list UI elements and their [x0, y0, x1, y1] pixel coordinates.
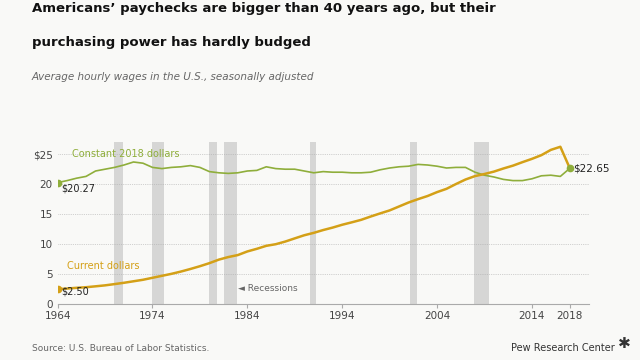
Text: Pew Research Center: Pew Research Center — [511, 343, 614, 353]
Text: $2.50: $2.50 — [61, 286, 89, 296]
Bar — [152, 142, 164, 304]
Text: Source: U.S. Bureau of Labor Statistics.: Source: U.S. Bureau of Labor Statistics. — [32, 344, 209, 353]
Text: ◄ Recessions: ◄ Recessions — [238, 284, 298, 293]
Bar — [410, 142, 417, 304]
Bar — [223, 142, 237, 304]
Text: Americans’ paychecks are bigger than 40 years ago, but their: Americans’ paychecks are bigger than 40 … — [32, 2, 496, 15]
Text: Current dollars: Current dollars — [67, 261, 140, 271]
Text: Constant 2018 dollars: Constant 2018 dollars — [72, 149, 179, 159]
Bar — [209, 142, 217, 304]
Bar — [310, 142, 316, 304]
Text: Average hourly wages in the U.S., seasonally adjusted: Average hourly wages in the U.S., season… — [32, 72, 314, 82]
Text: purchasing power has hardly budged: purchasing power has hardly budged — [32, 36, 311, 49]
Text: ✱: ✱ — [618, 336, 630, 351]
Bar — [474, 142, 489, 304]
Text: $22.65: $22.65 — [573, 163, 610, 173]
Bar — [113, 142, 123, 304]
Text: $20.27: $20.27 — [61, 184, 95, 194]
